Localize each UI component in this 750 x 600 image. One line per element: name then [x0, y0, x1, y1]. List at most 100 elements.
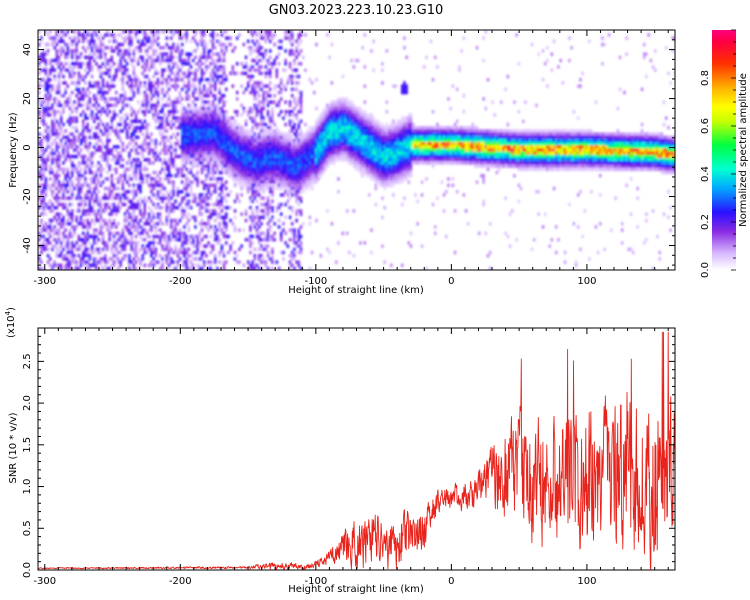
heatmap-cell [60, 138, 63, 143]
heatmap-cell [280, 138, 283, 143]
heatmap-cell [205, 177, 208, 181]
heatmap-cell [251, 177, 254, 181]
heatmap-cell [306, 148, 309, 152]
heatmap-cell [240, 186, 243, 191]
heatmap-cell [53, 68, 56, 72]
heatmap-cell [295, 161, 298, 165]
heatmap-cell [187, 247, 191, 252]
heatmap-cell [148, 247, 151, 252]
heatmap-cell [128, 177, 131, 181]
heatmap-cell [264, 158, 268, 162]
heatmap-cell [159, 183, 162, 188]
heatmap-cell [44, 65, 48, 69]
heatmap-cell [282, 68, 285, 72]
heatmap-cell [299, 142, 303, 146]
heatmap-cell [174, 266, 177, 270]
heatmap-cell [209, 87, 213, 92]
heatmap-cell [93, 186, 96, 191]
heatmap-cell [75, 225, 78, 229]
heatmap-cell [49, 170, 52, 175]
heatmap-cell [288, 170, 292, 175]
heatmap-cell [236, 177, 239, 181]
heatmap-cell [227, 250, 230, 255]
heatmap-cell [172, 225, 175, 229]
heatmap-cell [222, 167, 226, 172]
heatmap-cell [271, 33, 274, 37]
heatmap-cell [198, 39, 202, 44]
heatmap-cell [198, 129, 202, 133]
heatmap-cell [75, 209, 78, 213]
heatmap-cell [161, 122, 164, 127]
heatmap-cell [152, 183, 155, 188]
heatmap-cell [218, 122, 221, 127]
heatmap-cell [225, 148, 228, 152]
heatmap-cell [156, 71, 160, 76]
heatmap-cell [260, 145, 263, 149]
heatmap-cell [46, 113, 50, 117]
heatmap-cell [121, 234, 125, 239]
heatmap-cell [244, 65, 248, 69]
heatmap-cell [231, 138, 235, 143]
heatmap-cell [66, 234, 70, 239]
heatmap-cell [123, 196, 127, 200]
heatmap-cell [178, 49, 182, 53]
heatmap-cell [163, 177, 166, 181]
heatmap-cell [38, 170, 41, 175]
heatmap-cell [229, 151, 232, 156]
heatmap-cell [205, 142, 208, 146]
heatmap-cell [321, 122, 325, 127]
heatmap-cell [306, 170, 309, 175]
heatmap-cell [159, 266, 162, 270]
heatmap-cell [64, 254, 67, 258]
heatmap-cell [185, 260, 188, 264]
heatmap-cell [203, 154, 206, 159]
heatmap-cell [99, 55, 103, 60]
heatmap-cell [145, 65, 149, 69]
heatmap-cell [178, 78, 182, 82]
heatmap-cell [137, 158, 140, 162]
heatmap-cell [196, 158, 199, 162]
heatmap-cell [273, 138, 276, 143]
heatmap-cell [192, 257, 195, 261]
heatmap-cell [198, 116, 202, 120]
heatmap-cell [57, 164, 61, 168]
heatmap-cell [77, 135, 81, 140]
heatmap-cell [97, 68, 100, 72]
heatmap-cell [291, 30, 294, 34]
heatmap-cell [82, 250, 85, 255]
heatmap-cell [108, 167, 111, 172]
heatmap-cell [119, 135, 122, 140]
heatmap-cell [181, 87, 184, 92]
heatmap-cell [84, 199, 87, 204]
heatmap-cell [66, 55, 70, 60]
heatmap-cell [295, 193, 298, 197]
heatmap-cell [277, 167, 281, 172]
heatmap-cell [240, 167, 243, 172]
heatmap-cell [205, 46, 208, 50]
heatmap-cell [51, 84, 54, 88]
heatmap-cell [38, 90, 41, 95]
heatmap-cell [150, 46, 153, 50]
heatmap-cell [258, 46, 261, 50]
heatmap-cell [170, 209, 173, 213]
heatmap-cell [44, 225, 48, 229]
heatmap-cell [64, 257, 67, 261]
heatmap-cell [143, 215, 147, 220]
heatmap-cell [302, 154, 305, 159]
heatmap-cell [44, 113, 48, 117]
heatmap-cell [51, 154, 54, 159]
heatmap-cell [328, 138, 331, 143]
heatmap-cell [165, 129, 169, 133]
heatmap-cell [269, 164, 272, 168]
heatmap-cell [277, 158, 281, 162]
heatmap-cell [183, 116, 186, 120]
heatmap-cell [200, 138, 204, 143]
heatmap-cell [141, 65, 144, 69]
heatmap-cell [53, 183, 56, 188]
heatmap-cell [97, 161, 100, 165]
heatmap-cell [299, 180, 303, 184]
heatmap-cell [266, 126, 270, 130]
heatmap-cell [216, 74, 219, 79]
heatmap-cell [176, 30, 180, 34]
heatmap-cell [143, 196, 147, 200]
